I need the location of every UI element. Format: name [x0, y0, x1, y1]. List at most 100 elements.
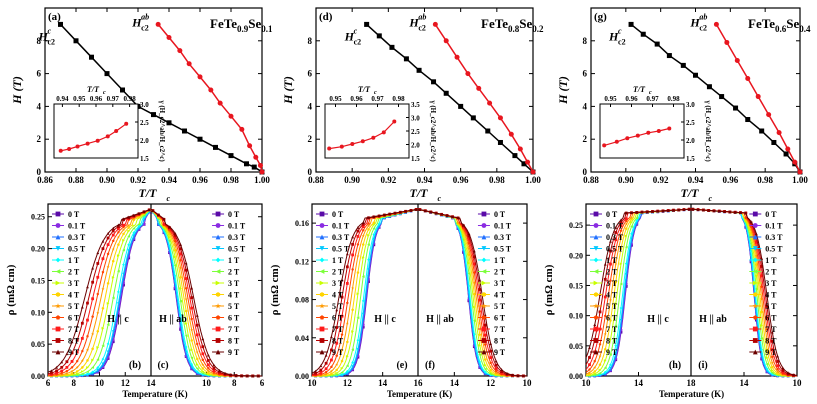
- curve-point: [765, 362, 769, 366]
- x-tick-label: 0.98: [489, 175, 505, 185]
- x-tick-label: 0.94: [417, 175, 433, 185]
- curve-point: [117, 230, 120, 234]
- inset-x-label: T/T: [358, 85, 371, 94]
- y-axis-label: H (T): [556, 76, 570, 105]
- curve-point: [760, 274, 764, 278]
- panel-label-left: (h): [669, 360, 681, 371]
- curve-point: [162, 217, 166, 221]
- curve-point: [55, 371, 58, 375]
- hc2-ab-sub: c2: [418, 23, 426, 32]
- curve-point: [195, 370, 199, 373]
- series-point: [376, 33, 382, 39]
- curve-point: [640, 210, 644, 214]
- series-point: [73, 38, 79, 44]
- curve-point: [81, 366, 84, 369]
- hc2-c-sup: c: [354, 26, 358, 35]
- inset-point: [602, 143, 607, 148]
- curve-point: [462, 243, 465, 247]
- curve-point: [467, 272, 471, 275]
- curve-point: [351, 235, 355, 239]
- curve-point: [356, 348, 360, 351]
- curve-point: [173, 236, 177, 240]
- y-axis-label: ρ (mΩ cm): [269, 264, 281, 315]
- curve-point: [173, 248, 177, 252]
- x-tick-label: 0.92: [653, 175, 669, 185]
- legend-label: 0.5 T: [228, 245, 246, 254]
- curve-point: [122, 223, 125, 227]
- curve-point: [101, 344, 105, 348]
- curve-point: [682, 208, 686, 211]
- curve-point: [356, 254, 360, 258]
- y-tick-label: 0.05: [569, 342, 583, 351]
- legend-marker: [319, 326, 325, 332]
- curve-point: [372, 221, 376, 225]
- legend-label: 9 T: [606, 348, 618, 357]
- series-point: [197, 74, 203, 80]
- y-tick-label: 2: [37, 134, 42, 144]
- y-tick-label: 0: [583, 167, 588, 177]
- curve-point: [356, 235, 360, 238]
- legend-label: 8 T: [332, 337, 344, 346]
- curve-point: [173, 263, 177, 267]
- curve-point: [101, 287, 105, 291]
- curve-point: [494, 367, 498, 370]
- curve-point: [588, 363, 591, 367]
- legend-label: 2 T: [765, 268, 777, 277]
- curve-point: [588, 346, 591, 349]
- curve-point: [516, 374, 520, 377]
- series-point: [403, 56, 409, 62]
- curve-point: [179, 313, 182, 317]
- series-point: [177, 48, 183, 54]
- curve-point: [86, 318, 89, 322]
- y-tick-label: 8: [308, 36, 313, 46]
- curve-point: [80, 372, 84, 376]
- y-tick-label: 4: [308, 101, 313, 111]
- series-point: [155, 21, 161, 27]
- legend-marker: [319, 349, 325, 355]
- curve-point: [96, 329, 99, 333]
- series-point: [497, 139, 503, 145]
- curve-point: [489, 371, 493, 374]
- legend-marker: [752, 303, 759, 309]
- legend-label: 4 T: [332, 291, 344, 300]
- hc2-ab-label: H: [408, 15, 419, 29]
- curve-point: [137, 222, 141, 226]
- legend-label: 2 T: [68, 268, 80, 277]
- legend-label: 1 T: [228, 256, 240, 265]
- curve-point: [91, 370, 95, 374]
- legend-label: 0.1 T: [332, 222, 350, 231]
- field-direction-left: H || c: [374, 314, 396, 325]
- series-point: [497, 115, 503, 121]
- curve-point: [142, 222, 146, 226]
- curve-point: [383, 213, 386, 217]
- x-tick-label: 0.90: [344, 175, 360, 185]
- curve-point: [147, 208, 151, 212]
- inset-x-tick-label: 0.96: [350, 95, 363, 103]
- legend-label: 1 T: [494, 256, 506, 265]
- curve-point: [101, 357, 105, 361]
- curve-point: [356, 243, 360, 246]
- curve-point: [473, 292, 476, 296]
- inset-x-label-sub: c: [103, 90, 106, 96]
- series-point: [251, 164, 257, 170]
- legend-marker: [319, 257, 325, 263]
- inset-point: [360, 139, 365, 144]
- series-point: [89, 54, 94, 60]
- curve-point: [367, 268, 370, 272]
- curve-point: [179, 275, 182, 279]
- curve-point: [771, 365, 774, 369]
- legend-label: 9 T: [765, 348, 777, 357]
- x-axis-label-sub: c: [438, 194, 442, 203]
- hc2-c-sub: c2: [354, 37, 362, 46]
- curve-point: [201, 363, 205, 367]
- curve-point: [190, 339, 193, 342]
- inset-x-tick-label: 0.95: [329, 95, 342, 103]
- legend-left: 0 T 0.1 T 0.3 T 0.5 T 1 T 2 T 3 T 4 T 5 T 6 T 7 T 8…: [316, 210, 350, 357]
- curve-point: [770, 348, 774, 352]
- curve-point: [70, 360, 74, 363]
- inset-point: [614, 139, 619, 144]
- legend-marker: [55, 315, 61, 320]
- curve-point: [624, 245, 628, 249]
- curve-point: [483, 370, 487, 374]
